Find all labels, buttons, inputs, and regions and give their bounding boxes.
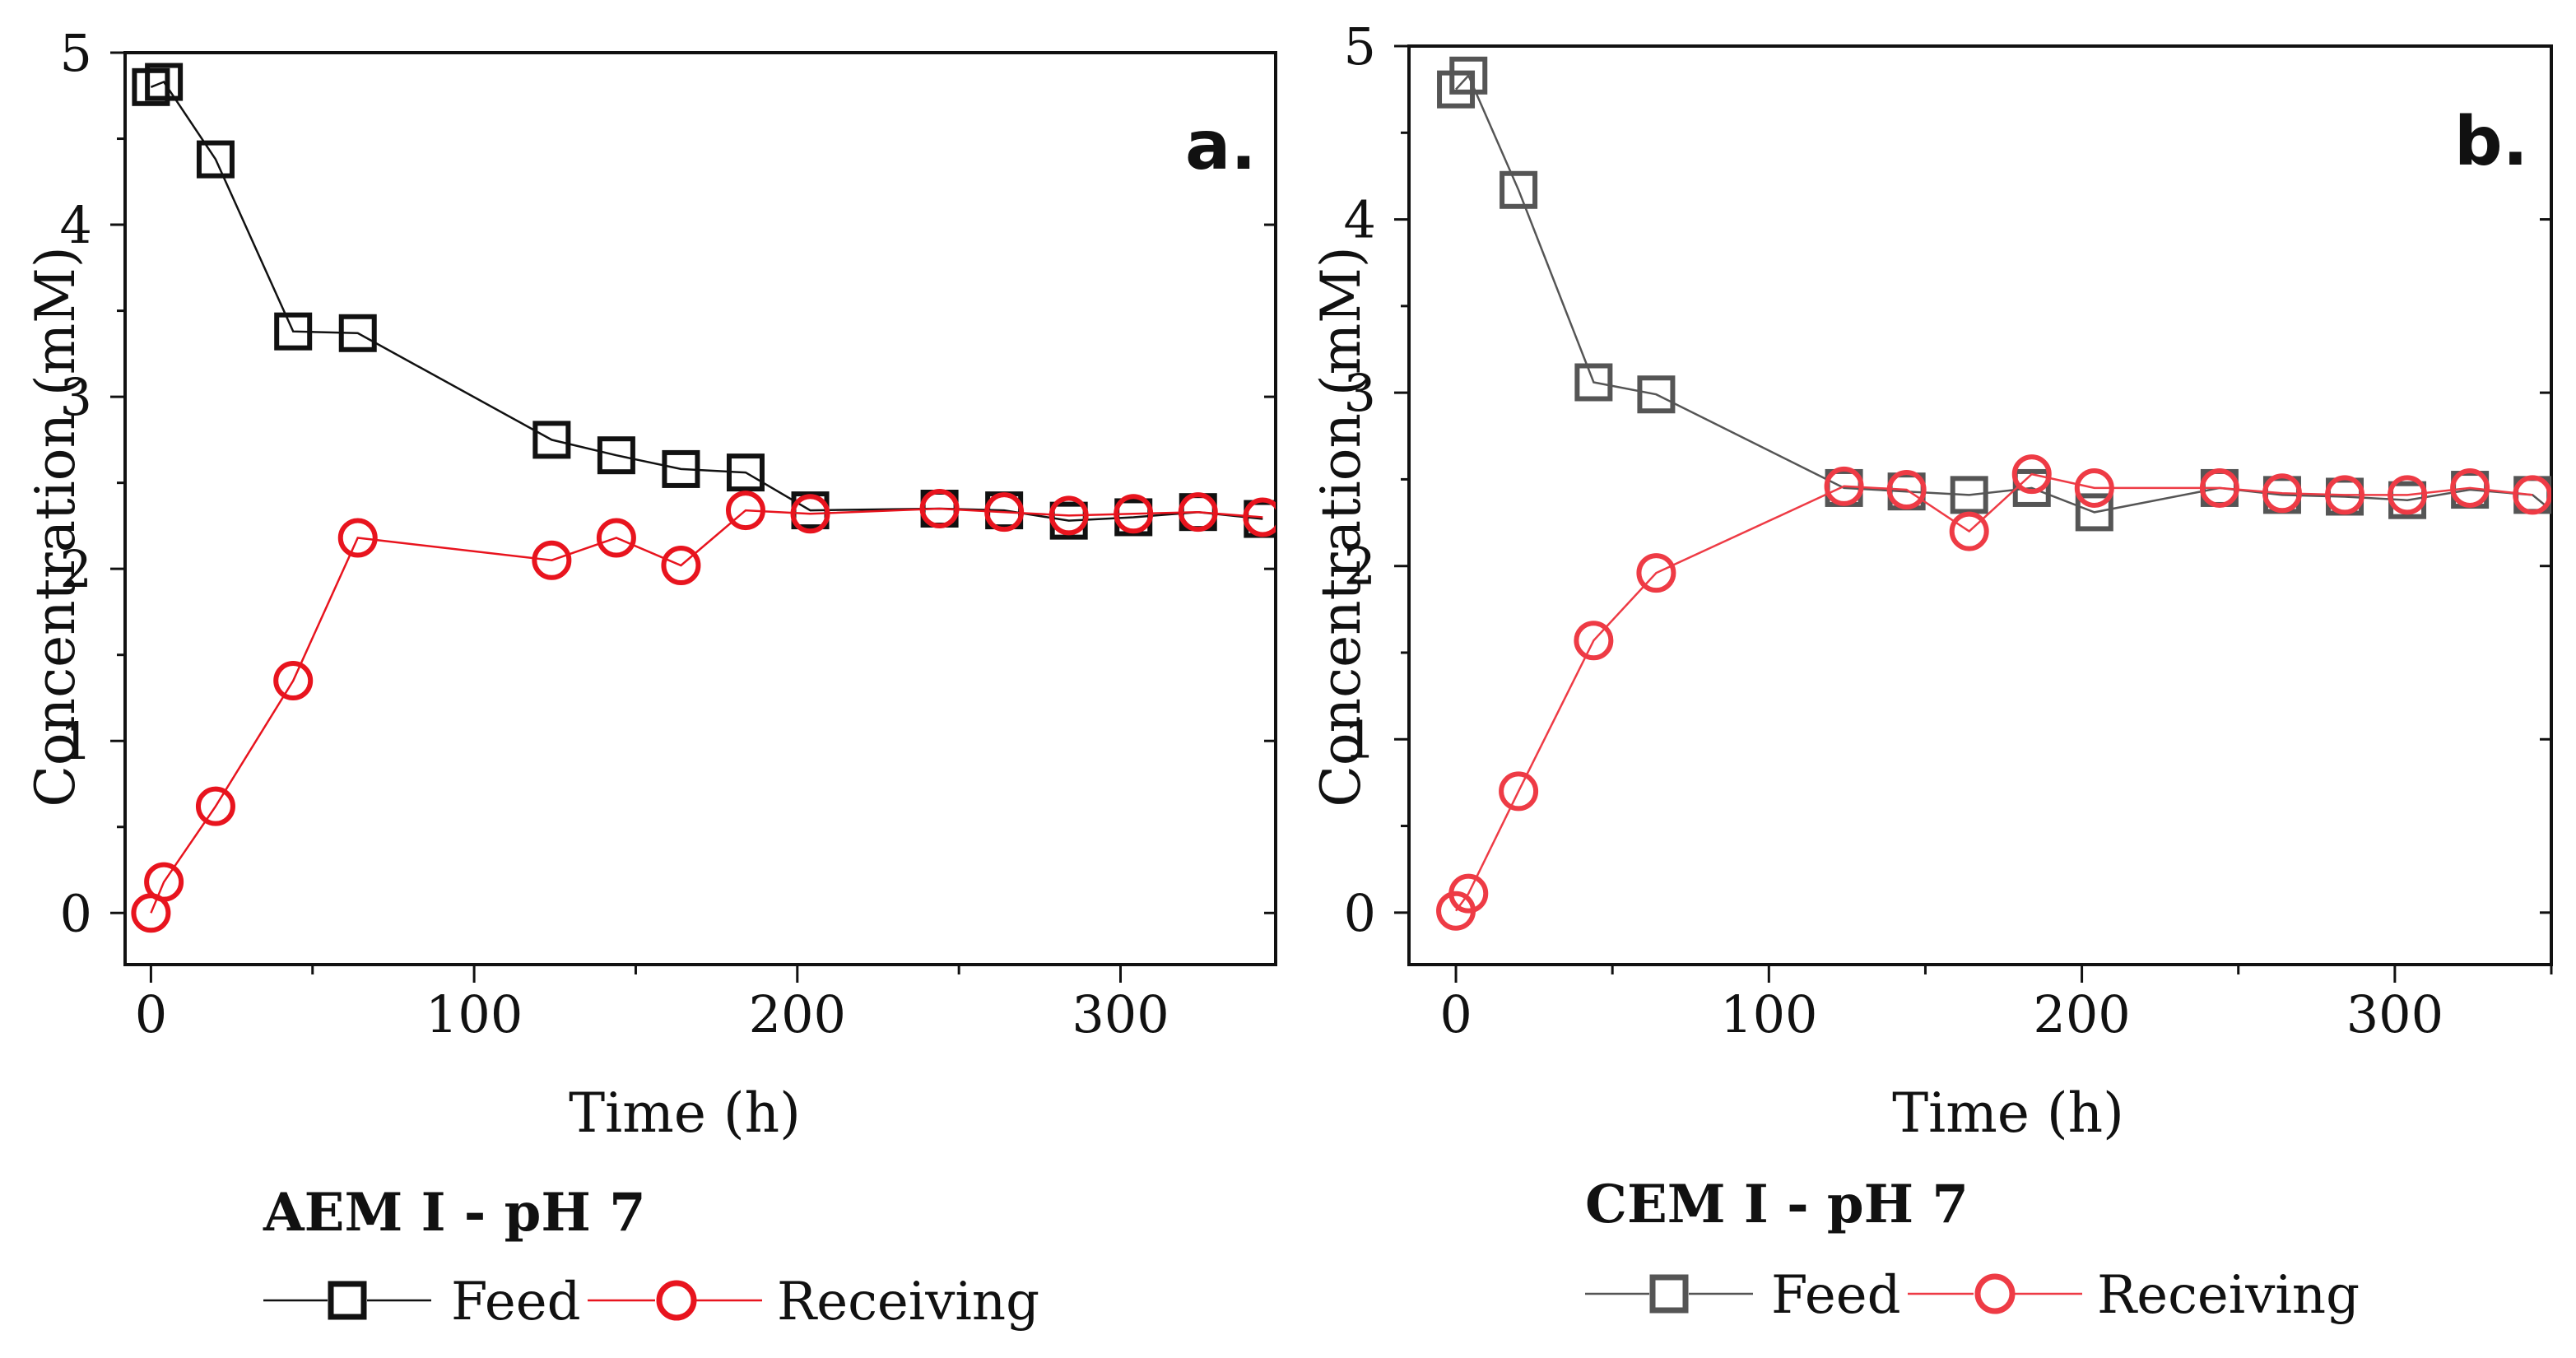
panel-a: 0 100 200 300 0 1 2 3 4 5 a. Time (h) Concentrati… xyxy=(24,23,1277,1332)
panel-a-feed-point xyxy=(274,312,313,351)
panel-a-feed-line xyxy=(150,80,1263,522)
panel-b-x-tick-label: 300 xyxy=(2346,984,2443,1044)
panel-b: 0 100 200 300 0 1 2 3 4 5 b. Time (h) Concentrati… xyxy=(1309,16,2553,1326)
panel-a-receiving-point xyxy=(195,786,235,826)
panel-a-receiving-point xyxy=(725,491,765,531)
panel-b-receiving-point xyxy=(2011,454,2052,495)
panel-a-receiving-point xyxy=(1049,495,1089,536)
panel-a-feed-point xyxy=(132,67,170,106)
panel-b-receiving-line xyxy=(1454,472,2533,912)
panel-b-feed-point xyxy=(1500,170,1538,209)
panel-b-receiving-point xyxy=(1886,470,1927,510)
panel-a-y-tick-label: 4 xyxy=(60,195,92,255)
panel-b-receiving-point xyxy=(2513,475,2551,515)
panel-a-receiving-point xyxy=(273,661,314,701)
panel-a-receiving-point xyxy=(919,489,960,528)
panel-b-y-tick-label: 0 xyxy=(1344,883,1376,943)
panel-b-series-receiving xyxy=(1436,454,2551,931)
panel-b-receiving-point xyxy=(1499,771,1539,812)
panel-a-y-tick-label: 3 xyxy=(60,367,92,427)
panel-b-receiving-point xyxy=(2199,467,2239,508)
panel-a-y-tick-label: 0 xyxy=(60,883,92,943)
panel-b-receiving-point xyxy=(1636,553,1676,593)
panel-b-y-axis-title: Concentration (mM) xyxy=(1309,246,1373,807)
panel-b-y-tick-label: 2 xyxy=(1344,537,1376,597)
panel-b-feed-point xyxy=(2075,493,2113,532)
panel-a-y-tick-label: 2 xyxy=(60,539,92,599)
panel-b-receiving-point xyxy=(2074,467,2114,508)
panel-a-y-tick-label: 5 xyxy=(60,23,92,83)
panel-a-receiving-point xyxy=(144,862,184,902)
panel-b-receiving-point xyxy=(1574,621,1614,661)
panel-a-legend-feed-label: Feed xyxy=(451,1272,581,1332)
panel-a-x-tick-label: 200 xyxy=(749,984,846,1044)
panel-a-receiving-point xyxy=(1178,492,1218,533)
panel-b-feed-point xyxy=(1950,476,1988,514)
panel-a-legend-feed-marker xyxy=(328,1281,367,1320)
panel-a-receiving-point xyxy=(532,540,572,580)
panel-a-feed-point xyxy=(196,140,235,179)
panel-b-receiving-point xyxy=(2450,467,2490,508)
panel-a-receiving-point xyxy=(337,518,378,558)
panel-b-receiving-point xyxy=(1824,466,1864,506)
panel-b-legend-feed-marker xyxy=(1649,1274,1689,1314)
panel-b-caption: CEM I - pH 7 xyxy=(1585,1174,1969,1235)
panel-b-feed-point xyxy=(1449,56,1488,95)
panel-a-receiving-point xyxy=(984,492,1025,533)
panel-b-legend-receiving-marker xyxy=(1974,1273,2016,1314)
panel-b-receiving-point xyxy=(2325,475,2365,515)
panel-b-feed-line xyxy=(1455,73,2551,514)
panel-a-receiving-line xyxy=(150,507,1263,914)
panel-a-x-axis-title: Time (h) xyxy=(569,1081,801,1145)
panel-a-x-tick-label: 100 xyxy=(425,984,523,1044)
panel-b-plot-frame xyxy=(1407,44,2553,966)
panel-a-receiving-point xyxy=(661,545,701,585)
panel-b-series-feed xyxy=(1437,56,2551,532)
panel-a-legend-receiving-label: Receiving xyxy=(777,1272,1039,1332)
panel-a-y-axis-title: Concentration (mM) xyxy=(24,246,87,807)
panel-b-legend-receiving-label: Receiving xyxy=(2097,1265,2360,1326)
panel-b-receiving-point xyxy=(2388,475,2428,515)
panel-b-feed-point xyxy=(1437,70,1476,109)
panel-a-feed-point xyxy=(662,449,700,488)
panel-a-feed-point xyxy=(145,63,184,101)
panel-b-legend-feed-label: Feed xyxy=(1771,1265,1901,1326)
panel-a-receiving-point xyxy=(1243,497,1276,537)
panel-a-plot-frame xyxy=(123,51,1277,966)
panel-a-x-tick-label: 0 xyxy=(135,984,167,1044)
panel-a-legend: Feed Receiving xyxy=(263,1272,1039,1332)
panel-a-y-tick-label: 1 xyxy=(60,711,92,771)
panel-b-x-tick-label: 200 xyxy=(2033,984,2130,1044)
panel-b-y-tick-label: 4 xyxy=(1344,190,1376,250)
panel-b-receiving-point xyxy=(1448,873,1489,914)
panel-a-series-receiving xyxy=(131,489,1276,933)
panel-b-y-tick-label: 3 xyxy=(1344,363,1376,423)
panel-b-label: b. xyxy=(2454,103,2528,181)
panel-b-feed-point xyxy=(1637,375,1676,414)
panel-a-label: a. xyxy=(1185,107,1256,185)
panel-b-legend: Feed Receiving xyxy=(1585,1265,2360,1326)
panel-b-receiving-point xyxy=(2262,473,2302,514)
panel-b-x-tick-label: 100 xyxy=(1720,984,1817,1044)
panel-b-x-tick-label: 0 xyxy=(1439,984,1472,1044)
panel-a-feed-point xyxy=(338,314,377,352)
panel-b-y-tick-label: 5 xyxy=(1344,16,1376,77)
panel-a-series-feed xyxy=(132,63,1276,540)
panel-a-feed-point xyxy=(597,436,635,475)
panel-b-x-axis-title: Time (h) xyxy=(1892,1081,2124,1145)
panel-a-feed-point xyxy=(726,453,765,492)
panel-b-receiving-point xyxy=(1949,511,1989,551)
panel-a-caption: AEM I - pH 7 xyxy=(263,1182,646,1244)
panel-a-x-tick-label: 300 xyxy=(1072,984,1169,1044)
panel-a-receiving-point xyxy=(790,494,830,534)
panel-b-y-tick-label: 1 xyxy=(1344,709,1376,770)
panel-a-legend-receiving-marker xyxy=(656,1280,697,1321)
panel-a-receiving-point xyxy=(596,518,636,558)
panel-a-feed-point xyxy=(532,421,571,459)
panel-b-feed-point xyxy=(1574,363,1613,402)
panel-a-receiving-point xyxy=(1114,494,1154,534)
